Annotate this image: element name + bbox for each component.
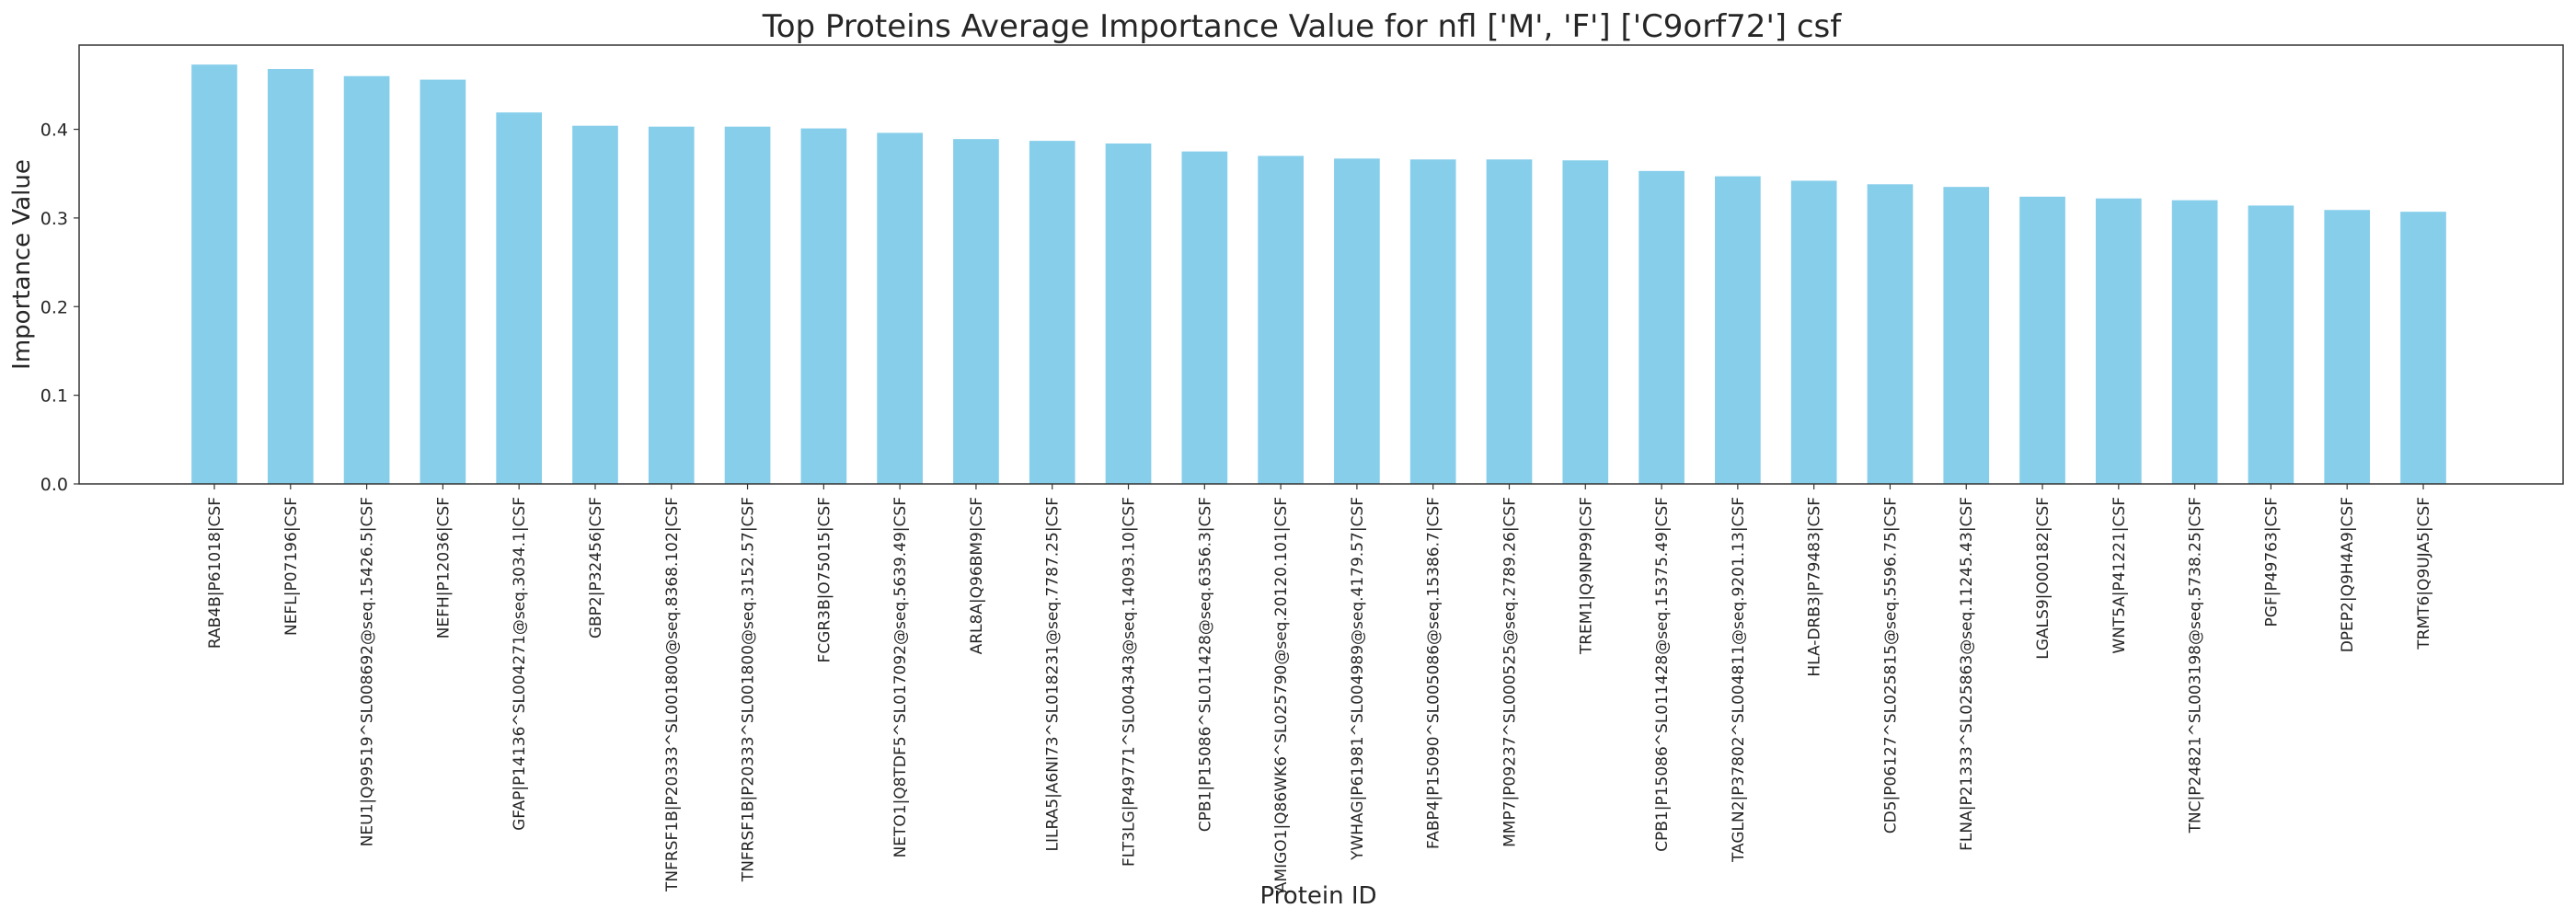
bar-12 — [1105, 143, 1152, 485]
x-tick-label: FCGR3B|O75015|CSF — [815, 497, 834, 662]
bar-23 — [1943, 187, 1990, 484]
y-axis-label: Importance Value — [8, 159, 36, 370]
y-tick-label: 0.0 — [40, 475, 68, 495]
bar-13 — [1181, 151, 1228, 485]
x-tick-label: TNFRSF1B|P20333^SL001800@seq.3152.57|CSF — [740, 497, 758, 882]
x-tick-label: NEFL|P07196|CSF — [282, 497, 301, 636]
x-tick-label: NETO1|Q8TDF5^SL017092@seq.5639.49|CSF — [891, 497, 910, 857]
bar-7 — [724, 126, 771, 484]
x-tick-label: LGALS9|O00182|CSF — [2034, 497, 2053, 660]
bar-18 — [1562, 160, 1609, 485]
bar-22 — [1867, 184, 1914, 485]
bar-9 — [877, 132, 923, 484]
y-tick-label: 0.1 — [40, 386, 68, 407]
x-tick-label: ARL8A|Q96BM9|CSF — [968, 497, 986, 654]
bar-29 — [2400, 212, 2446, 484]
y-tick-label: 0.4 — [40, 121, 68, 141]
bar-3 — [420, 79, 466, 484]
x-tick-label: FLT3LG|P49771^SL004343@seq.14093.10|CSF — [1121, 497, 1139, 867]
bar-28 — [2324, 210, 2371, 484]
plot-frame — [78, 44, 2564, 485]
bar-1 — [267, 69, 314, 484]
bar-27 — [2248, 205, 2294, 484]
y-tick-label: 0.2 — [40, 297, 68, 317]
bar-0 — [191, 64, 237, 484]
bar-14 — [1258, 155, 1304, 485]
x-tick-label: HLA-DRB3|P79483|CSF — [1806, 497, 1824, 677]
x-tick-label: YWHAG|P61981^SL004989@seq.4179.57|CSF — [1349, 497, 1367, 861]
bar-16 — [1409, 159, 1456, 485]
bar-6 — [648, 126, 695, 484]
bar-25 — [2095, 198, 2142, 484]
y-axis-ticks: 0.0 0.1 0.2 0.3 0.4 — [40, 121, 79, 495]
x-tick-label: AMIGO1|Q86WK6^SL025790@seq.20120.101|CSF — [1272, 497, 1291, 892]
chart-title: Top Proteins Average Importance Value fo… — [762, 8, 1843, 45]
bar-24 — [2019, 196, 2065, 485]
x-tick-label: TRMT6|Q9UJA5|CSF — [2415, 497, 2433, 650]
x-tick-label: NEFH|P12036|CSF — [434, 497, 453, 638]
bar-11 — [1029, 141, 1075, 484]
bar-4 — [496, 112, 543, 485]
x-tick-labels: RAB4B|P61018|CSF NEFL|P07196|CSF NEU1|Q995… — [206, 484, 2433, 892]
x-tick-label: WNT5A|P41221|CSF — [2110, 497, 2129, 654]
x-tick-label: FABP4|P15090^SL005086@seq.15386.7|CSF — [1425, 497, 1443, 849]
x-tick-label: PGF|P49763|CSF — [2262, 497, 2281, 627]
bar-15 — [1334, 158, 1380, 484]
bar-2 — [343, 75, 390, 485]
x-tick-label: TNFRSF1B|P20333^SL001800@seq.8368.102|CS… — [663, 497, 682, 892]
bar-8 — [800, 128, 847, 484]
x-tick-label: CD5|P06127^SL025815@seq.5596.75|CSF — [1881, 497, 1900, 834]
x-tick-label: GFAP|P14136^SL004271@seq.3034.1|CSF — [511, 497, 529, 831]
bar-10 — [953, 139, 999, 485]
x-tick-label: NEU1|Q99519^SL008692@seq.15426.5|CSF — [359, 497, 377, 846]
bar-19 — [1639, 170, 1685, 484]
bar-17 — [1486, 159, 1533, 485]
x-tick-label: TNC|P24821^SL003198@seq.5738.25|CSF — [2187, 497, 2205, 834]
bars-group — [191, 64, 2446, 485]
x-tick-label: CPB1|P15086^SL011428@seq.15375.49|CSF — [1653, 497, 1672, 852]
y-tick-label: 0.3 — [40, 209, 68, 229]
bar-5 — [572, 125, 618, 484]
x-tick-label: RAB4B|P61018|CSF — [206, 497, 224, 649]
x-tick-label: CPB1|P15086^SL011428@seq.6356.3|CSF — [1196, 497, 1214, 832]
x-axis-label: Protein ID — [1259, 882, 1376, 910]
x-tick-label: MMP7|P09237^SL000525@seq.2789.26|CSF — [1501, 497, 1519, 847]
x-tick-label: TREM1|Q9NP99|CSF — [1577, 497, 1595, 655]
x-tick-label: FLNA|P21333^SL025863@seq.11245.43|CSF — [1958, 497, 1976, 851]
bar-21 — [1790, 180, 1837, 484]
x-tick-label: TAGLN2|P37802^SL004811@seq.9201.13|CSF — [1730, 497, 1748, 863]
x-tick-label: DPEP2|Q9H4A9|CSF — [2339, 497, 2357, 652]
bar-26 — [2171, 200, 2218, 485]
x-tick-label: GBP2|P32456|CSF — [587, 497, 605, 638]
x-tick-label: LILRA5|A6NI73^SL018231@seq.7787.25|CSF — [1044, 497, 1063, 851]
bar-20 — [1715, 176, 1761, 485]
